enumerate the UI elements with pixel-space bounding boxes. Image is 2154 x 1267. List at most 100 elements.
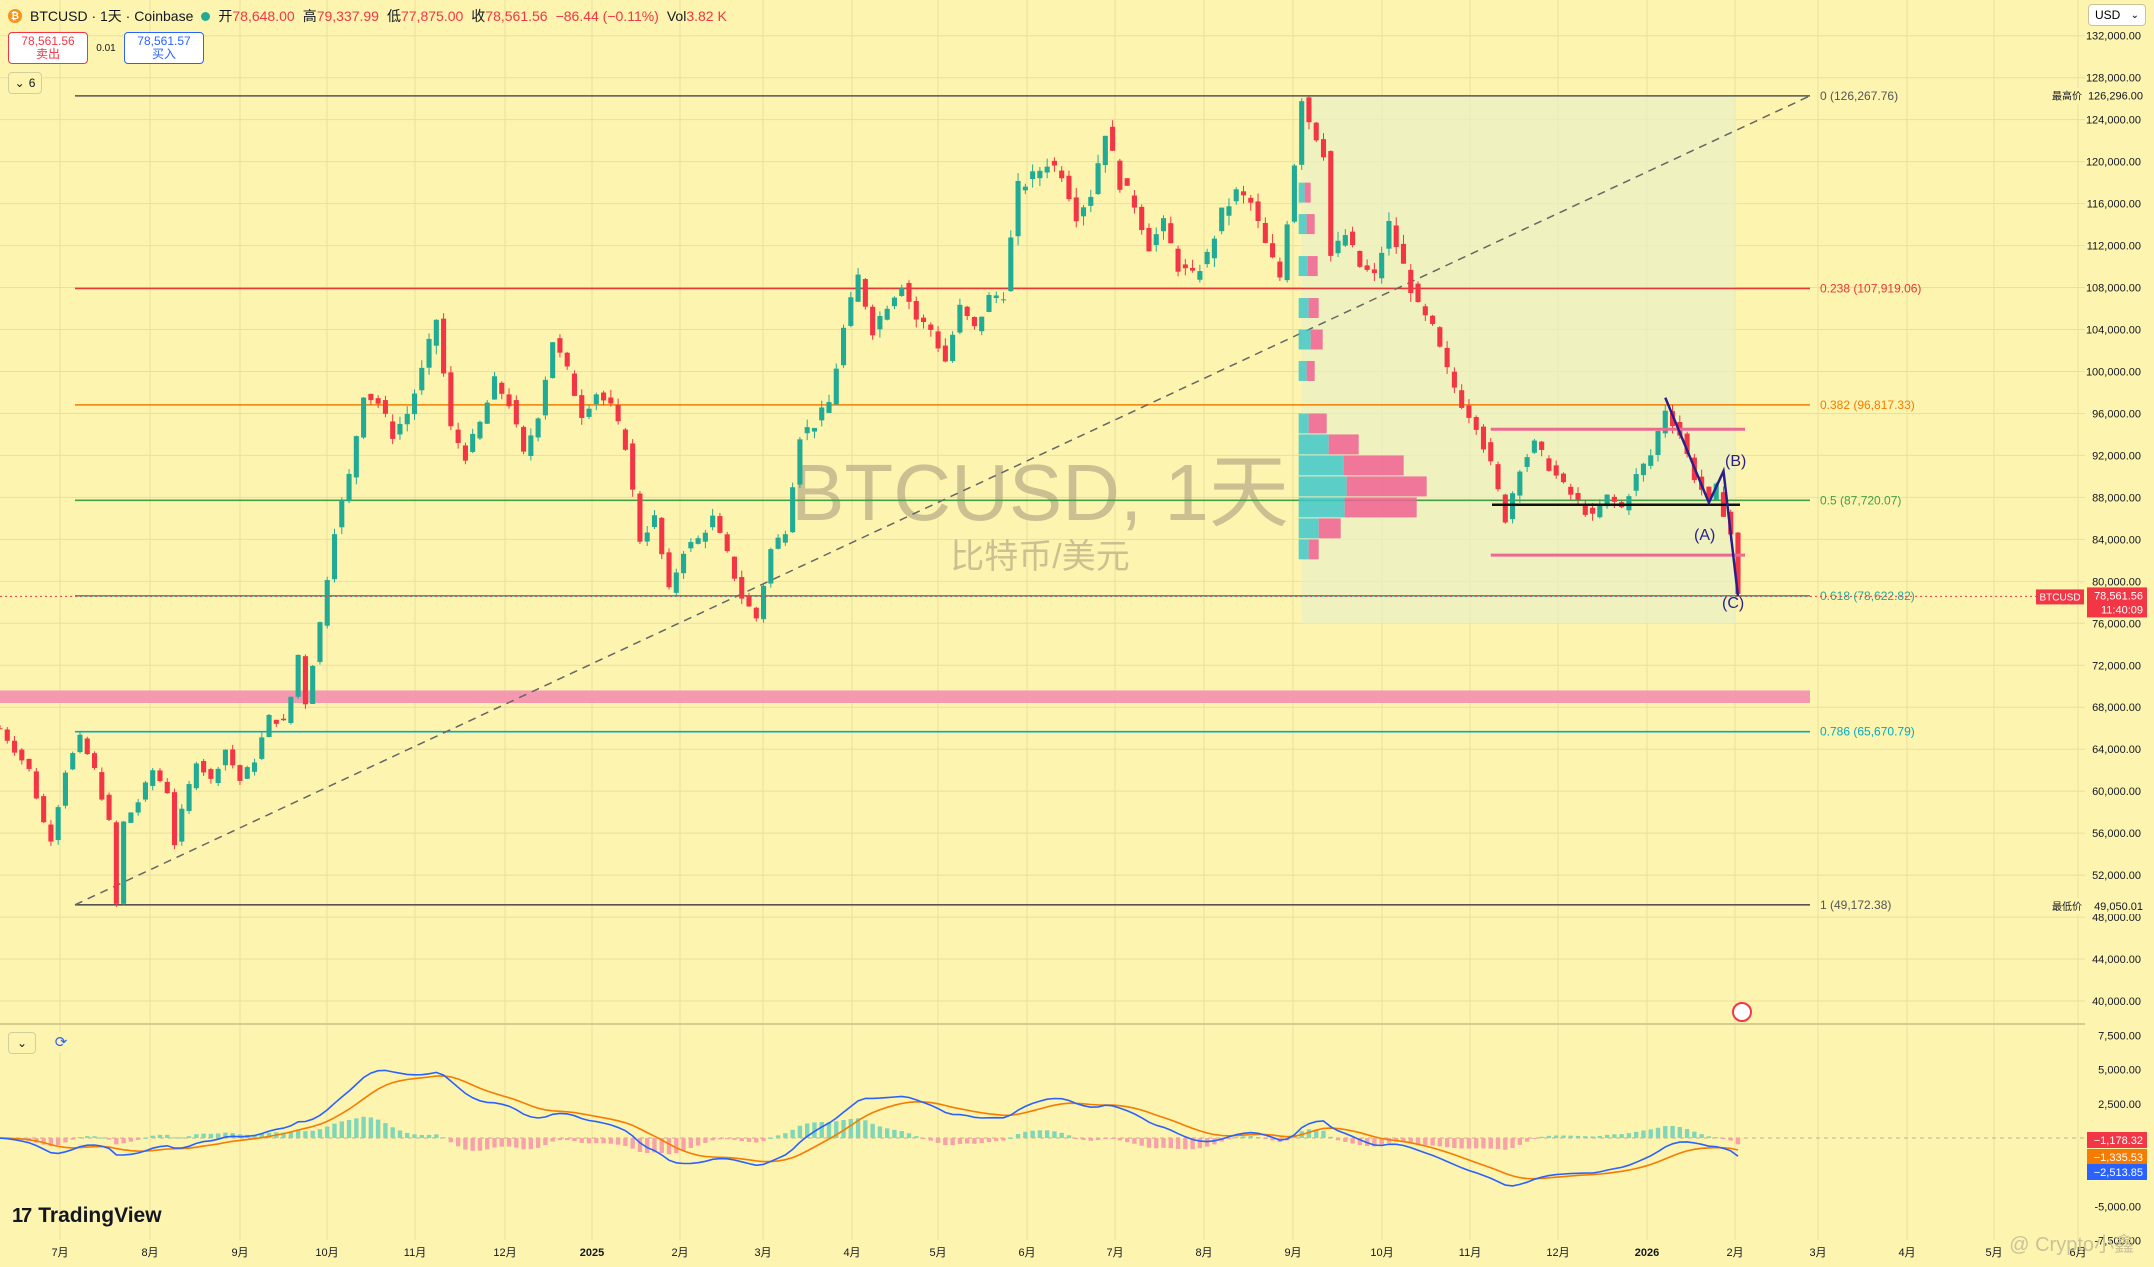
macd-histogram-bar xyxy=(528,1138,534,1150)
price-axis-tick: 56,000.00 xyxy=(2092,828,2141,840)
candle-body xyxy=(302,656,308,705)
macd-histogram-bar xyxy=(317,1129,323,1139)
candle-body xyxy=(833,368,839,405)
candle-body xyxy=(1480,426,1487,450)
candle-body xyxy=(666,552,672,588)
time-axis-tick: 12月 xyxy=(493,1247,516,1259)
time-axis-tick: 8月 xyxy=(1195,1247,1212,1259)
macd-refresh-button[interactable]: ⟳ xyxy=(50,1032,72,1052)
candle-body xyxy=(99,772,105,800)
candle-body xyxy=(571,373,578,396)
tradingview-logo[interactable]: 17 TradingView xyxy=(12,1204,162,1228)
candle-body xyxy=(1553,465,1559,476)
macd-histogram-bar xyxy=(1546,1135,1552,1139)
macd-histogram-bar xyxy=(826,1122,832,1139)
time-axis-tick: 2月 xyxy=(671,1247,688,1259)
candle-body xyxy=(1633,474,1639,491)
macd-histogram-bar xyxy=(266,1132,272,1139)
macd-histogram-bar xyxy=(1590,1136,1595,1139)
macd-histogram-bar xyxy=(732,1138,737,1140)
macd-histogram-bar xyxy=(1401,1138,1406,1142)
macd-histogram-bar xyxy=(928,1138,933,1141)
candle-body xyxy=(419,367,425,391)
macd-histogram-bar xyxy=(1655,1127,1661,1139)
macd-histogram-bar xyxy=(1503,1138,1508,1150)
grid-lines xyxy=(0,0,2085,1240)
candle-body xyxy=(1088,196,1094,206)
candle-body xyxy=(1604,494,1610,507)
candle-body xyxy=(1066,175,1072,200)
macd-histogram-bar xyxy=(1459,1138,1464,1149)
low-label: 低 xyxy=(386,8,401,24)
candle-body xyxy=(557,338,563,353)
macd-histogram-bar xyxy=(48,1138,54,1147)
candle-body xyxy=(1662,410,1668,434)
candle-body xyxy=(1299,101,1305,165)
macd-histogram-bar xyxy=(135,1138,141,1140)
close-label: 收 xyxy=(471,8,486,24)
macd-histogram-bar xyxy=(695,1138,701,1146)
macd-histogram-bar xyxy=(1248,1136,1253,1139)
candle-body xyxy=(193,763,199,789)
macd-histogram-bar xyxy=(1379,1138,1384,1146)
candle-body xyxy=(1000,299,1007,301)
macd-histogram-bar xyxy=(863,1120,868,1139)
time-axis-tick: 6月 xyxy=(2069,1247,2086,1259)
time-axis-tick: 11月 xyxy=(404,1247,426,1259)
macd-histogram-bar xyxy=(143,1137,148,1139)
symbol-title[interactable]: BTCUSD · 1天 · Coinbase xyxy=(30,8,194,24)
candle-body xyxy=(222,749,228,766)
macd-histogram-bar xyxy=(1670,1125,1675,1139)
candle-body xyxy=(251,762,258,772)
candle-body xyxy=(1168,223,1174,244)
candle-body xyxy=(1211,238,1217,259)
candle-body xyxy=(935,331,941,349)
candle-body xyxy=(1284,224,1290,281)
price-tag-value: 49,050.01 xyxy=(2094,901,2143,913)
candle-body xyxy=(739,576,745,599)
currency-select[interactable]: USD ⌄ xyxy=(2088,4,2146,26)
macd-collapse-button[interactable]: ⌄ xyxy=(8,1032,36,1054)
macd-histogram-bar xyxy=(659,1138,664,1153)
sell-button[interactable]: 78,561.56 卖出 xyxy=(8,32,88,64)
macd-histogram-bar xyxy=(550,1138,555,1142)
candle-body xyxy=(1095,163,1101,195)
fib-zone xyxy=(1301,95,1736,624)
macd-histogram-bar xyxy=(1335,1138,1341,1141)
macd-histogram-bar xyxy=(99,1137,104,1139)
macd-histogram-bar xyxy=(746,1138,752,1142)
macd-value-box xyxy=(2087,1132,2147,1148)
candle-body xyxy=(1466,405,1472,418)
support-band xyxy=(0,690,1810,704)
macd-signal-line xyxy=(0,1075,1739,1180)
buy-button[interactable]: 78,561.57 买入 xyxy=(124,32,204,64)
macd-histogram-bar xyxy=(310,1130,315,1139)
time-axis-tick: 9月 xyxy=(231,1247,248,1259)
macd-histogram-bar xyxy=(1357,1138,1363,1146)
volume-value: 3.82 K xyxy=(686,8,727,24)
macd-histogram-bar xyxy=(1154,1138,1159,1149)
macd-histogram-bar xyxy=(492,1138,497,1148)
candle-body xyxy=(215,768,221,784)
macd-histogram-bar xyxy=(1415,1138,1421,1145)
volume-profile-up-bar xyxy=(1298,329,1311,350)
candle-body xyxy=(899,287,905,296)
macd-histogram-bar xyxy=(150,1135,155,1139)
candle-body xyxy=(208,769,214,779)
price-tag-label-box xyxy=(2043,87,2085,104)
macd-histogram-bar xyxy=(455,1138,461,1147)
candle-body xyxy=(455,429,461,443)
macd-histogram-bar xyxy=(565,1138,570,1141)
candle-body xyxy=(1022,186,1028,191)
macd-histogram-bar xyxy=(157,1134,163,1139)
macd-histogram-bar xyxy=(1430,1138,1435,1146)
price-tag-value-box xyxy=(2087,87,2147,104)
candle-body xyxy=(346,473,352,502)
candle-body xyxy=(1037,170,1043,179)
candle-body xyxy=(659,517,665,555)
indicators-toggle-button[interactable]: ⌄ 6 xyxy=(8,72,42,94)
macd-histogram-bar xyxy=(805,1123,810,1139)
candle-body xyxy=(33,771,39,799)
macd-histogram-bar xyxy=(1161,1138,1166,1148)
